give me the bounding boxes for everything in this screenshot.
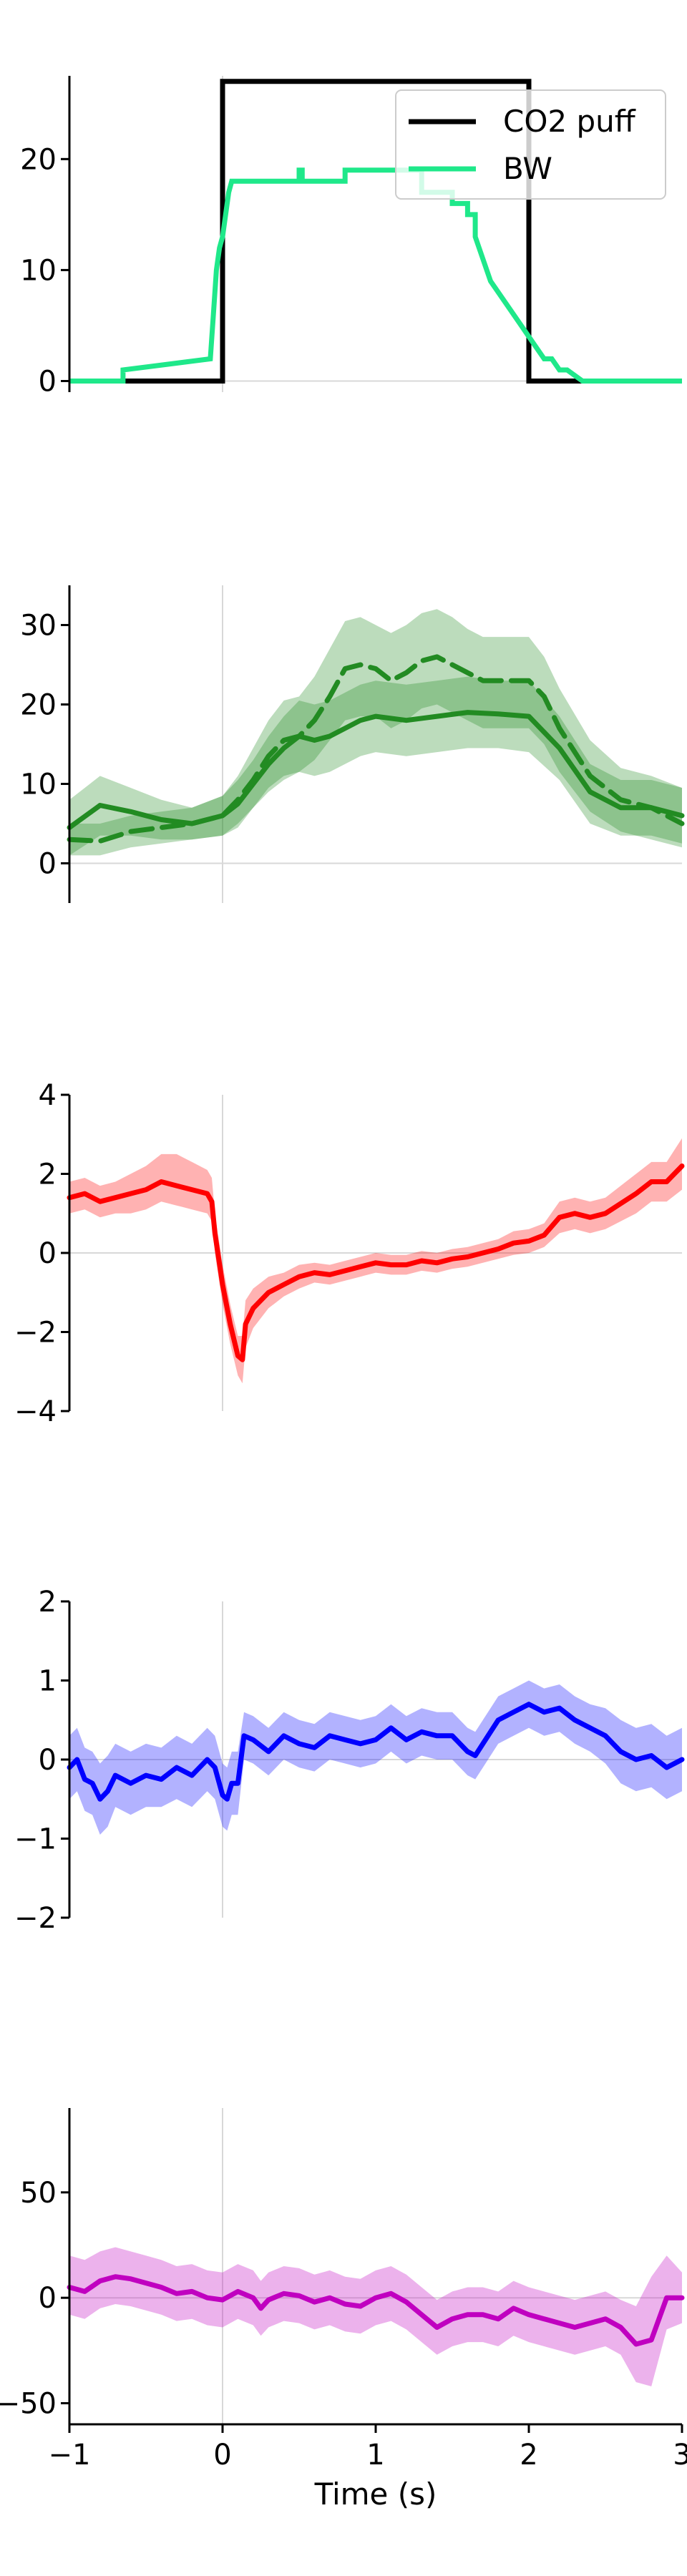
x-tick-label: 1 — [366, 2439, 384, 2472]
series-1-line — [67, 1702, 685, 1802]
series-1-band — [69, 1680, 682, 1835]
y-tick-label: −4 — [14, 1395, 57, 1428]
series-1-line — [67, 2274, 685, 2347]
y-tick-label: −50 — [0, 2388, 57, 2421]
series-2-band — [69, 609, 682, 856]
legend-label: CO2 puff — [503, 104, 636, 139]
panel-1: 0 10 20 CO2 puff BW — [20, 76, 682, 398]
x-tick-label: 3 — [673, 2439, 687, 2472]
panel-4: −2 −1 0 1 2 — [14, 1586, 685, 1935]
y-tick-label: 2 — [39, 1158, 57, 1191]
y-tick-label: 50 — [20, 2177, 57, 2210]
series-bw — [69, 167, 682, 384]
x-tick-label: 0 — [213, 2439, 231, 2472]
x-tick-label: 2 — [520, 2439, 537, 2472]
series-2-line — [67, 654, 685, 844]
panel-5: −50 0 50 −1 0 1 2 3 Time (s) — [0, 2108, 687, 2512]
legend: CO2 puff BW — [395, 89, 666, 200]
y-tick-label: 1 — [39, 1665, 57, 1698]
legend-box — [395, 89, 666, 200]
y-tick-label: 10 — [20, 769, 57, 801]
y-tick-label: 20 — [20, 143, 57, 176]
y-tick-label: 0 — [39, 365, 57, 398]
y-tick-label: −2 — [14, 1902, 57, 1935]
series-co2-puff — [122, 79, 605, 384]
panel-2: 0 10 20 30 — [20, 585, 685, 903]
y-tick-label: −1 — [14, 1823, 57, 1856]
series-1-band — [69, 2247, 682, 2386]
panel-3: −4 −2 0 2 4 — [14, 1079, 685, 1428]
y-tick-label: 0 — [39, 2282, 57, 2315]
series-1-band — [69, 676, 682, 856]
y-tick-label: 0 — [39, 848, 57, 881]
series-1-line — [67, 1163, 685, 1362]
y-tick-label: 30 — [20, 610, 57, 643]
legend-label: BW — [503, 151, 552, 186]
y-tick-label: 0 — [39, 1237, 57, 1270]
y-tick-label: 10 — [20, 254, 57, 287]
y-tick-label: 0 — [39, 1744, 57, 1777]
y-tick-label: 20 — [20, 689, 57, 722]
y-tick-label: 2 — [39, 1586, 57, 1619]
x-axis-label: Time (s) — [314, 2477, 437, 2512]
x-tick-label: −1 — [49, 2439, 91, 2472]
y-tick-label: 4 — [39, 1079, 57, 1112]
y-tick-label: −2 — [14, 1317, 57, 1350]
